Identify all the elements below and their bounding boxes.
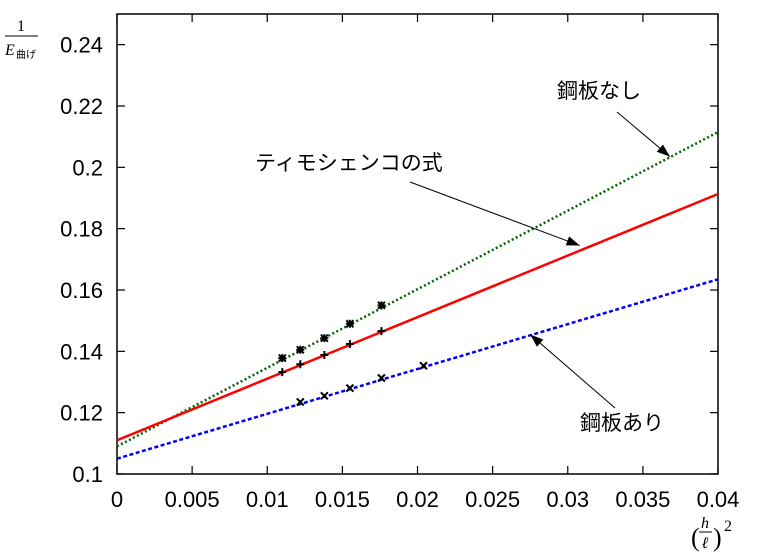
x-label-close-paren: ) bbox=[713, 523, 722, 552]
annotation-arrowhead bbox=[565, 236, 580, 246]
y-tick-label: 0.2 bbox=[72, 155, 103, 180]
y-tick-labels: 0.1 0.12 0.14 0.16 0.18 0.2 0.22 0.24 bbox=[60, 33, 103, 487]
series-lines bbox=[116, 130, 719, 460]
x-tick-label: 0.035 bbox=[615, 487, 670, 512]
x-tick-label: 0.04 bbox=[697, 487, 740, 512]
x-tick-label: 0.015 bbox=[315, 487, 370, 512]
x-tick-label: 0.025 bbox=[465, 487, 520, 512]
annotation-label: ティモシェンコの式 bbox=[255, 152, 443, 175]
y-tick-label: 0.24 bbox=[60, 33, 103, 58]
x-tick-label: 0.005 bbox=[165, 487, 220, 512]
data-point bbox=[377, 327, 386, 336]
data-point bbox=[345, 319, 355, 328]
data-point bbox=[419, 361, 428, 370]
data-point bbox=[320, 351, 329, 360]
x-tick-label: 0.03 bbox=[546, 487, 589, 512]
data-point bbox=[377, 373, 386, 383]
y-tick-label: 0.14 bbox=[60, 339, 103, 364]
data-point bbox=[320, 333, 329, 343]
y-tick-label: 0.22 bbox=[60, 94, 103, 119]
data-point bbox=[320, 391, 329, 401]
y-tick-label: 0.18 bbox=[60, 217, 103, 242]
data-point bbox=[296, 360, 305, 369]
axis-ticks bbox=[116, 14, 719, 475]
data-point bbox=[296, 345, 305, 355]
y-tick-label: 0.16 bbox=[60, 278, 103, 303]
series-points bbox=[278, 301, 428, 407]
data-point bbox=[296, 397, 305, 407]
x-label-denominator: ℓ bbox=[702, 535, 709, 552]
x-label-open-paren: ( bbox=[691, 523, 700, 552]
y-axis-label: 1 E 曲げ bbox=[4, 18, 38, 61]
x-tick-label: 0.02 bbox=[396, 487, 439, 512]
y-label-denominator-var: E bbox=[4, 42, 15, 59]
data-point bbox=[278, 368, 287, 377]
annotation-label: 鋼板なし bbox=[557, 80, 641, 103]
series-line-1 bbox=[116, 192, 719, 442]
data-point bbox=[377, 301, 386, 310]
data-point bbox=[345, 383, 355, 393]
annotation-arrow bbox=[409, 181, 580, 247]
series-line-2 bbox=[116, 278, 719, 460]
x-label-power: 2 bbox=[724, 518, 732, 535]
x-tick-labels: 0 0.005 0.01 0.015 0.02 0.025 0.03 0.035 0.04 bbox=[111, 487, 740, 512]
series-line-0 bbox=[116, 130, 719, 448]
annotation-label: 鋼板あり bbox=[580, 412, 664, 435]
data-point bbox=[345, 339, 354, 348]
annotation-arrow bbox=[529, 334, 616, 409]
x-tick-label: 0 bbox=[111, 487, 123, 512]
x-label-numerator: h bbox=[701, 515, 709, 532]
y-tick-label: 0.1 bbox=[72, 462, 103, 487]
data-point bbox=[278, 353, 287, 363]
y-tick-label: 0.12 bbox=[60, 401, 103, 426]
y-label-denominator-sub: 曲げ bbox=[16, 49, 36, 61]
annotation-arrowhead bbox=[656, 144, 670, 157]
x-tick-label: 0.01 bbox=[246, 487, 289, 512]
annotation-arrowhead bbox=[530, 334, 544, 347]
y-label-numerator: 1 bbox=[17, 18, 25, 35]
x-axis-label: ( h ℓ ) 2 bbox=[691, 515, 732, 552]
